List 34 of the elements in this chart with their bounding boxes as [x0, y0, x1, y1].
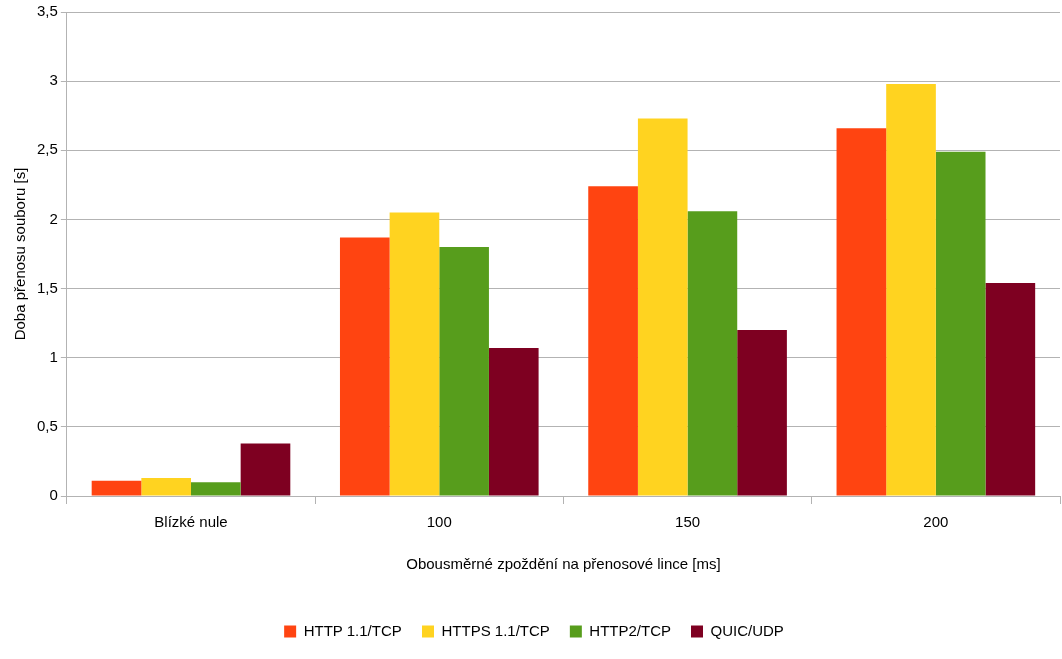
bar	[439, 247, 489, 496]
x-axis-title: Obousměrné zpoždění na přenosové lince [ms]	[406, 555, 721, 573]
y-tick-label: 0	[49, 486, 58, 504]
x-tick-label: Blízké nule	[154, 513, 228, 531]
bar	[339, 237, 390, 496]
bar	[588, 186, 638, 496]
y-tick-label: 1,5	[36, 278, 58, 296]
bar	[985, 283, 1036, 496]
x-tick-label: 200	[923, 513, 949, 531]
y-tick-label: 0,5	[36, 417, 58, 434]
bar	[389, 212, 440, 496]
bar	[240, 443, 291, 496]
y-tick-label: 2	[49, 209, 58, 227]
legend-label: QUIC/UDP	[710, 621, 784, 639]
bar	[488, 348, 539, 496]
bar	[637, 118, 688, 496]
x-tick-label: 150	[675, 513, 701, 531]
y-tick-label: 1	[49, 347, 58, 365]
bar	[191, 482, 241, 496]
y-tick-label: 3,5	[36, 2, 58, 20]
legend-label: HTTP 1.1/TCP	[303, 621, 402, 639]
y-tick-label: 2,5	[36, 140, 58, 158]
x-tick-label: 100	[426, 513, 452, 531]
bar	[737, 330, 787, 496]
bar	[886, 83, 936, 496]
legend-label: HTTPS 1.1/TCP	[441, 621, 550, 639]
y-tick-label: 3	[49, 71, 58, 89]
bar	[836, 128, 887, 496]
bar	[141, 478, 191, 496]
bar	[687, 211, 738, 496]
bar	[91, 480, 142, 496]
legend-label: HTTP2/TCP	[589, 621, 672, 639]
y-axis-title: Doba přenosu souboru [s]	[11, 167, 29, 341]
bar	[935, 151, 986, 496]
